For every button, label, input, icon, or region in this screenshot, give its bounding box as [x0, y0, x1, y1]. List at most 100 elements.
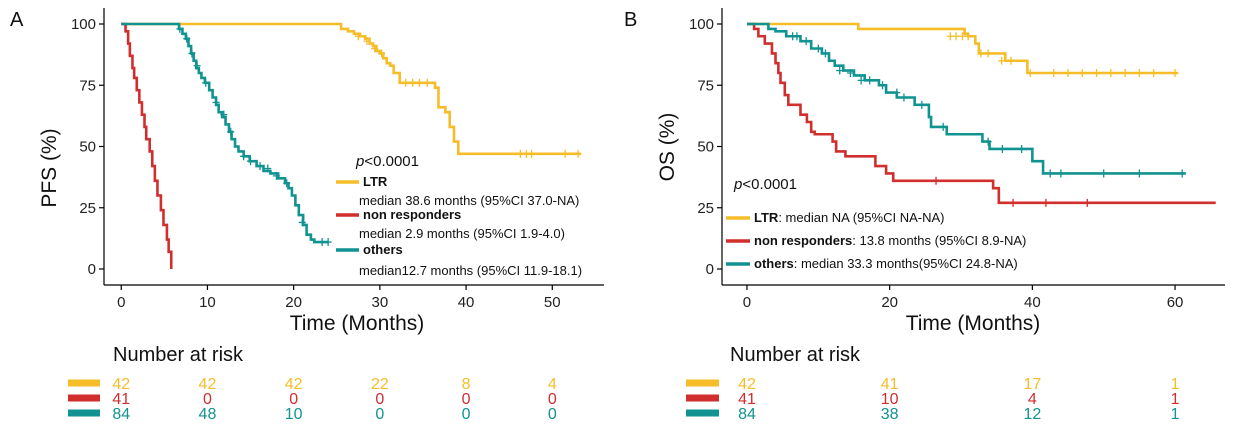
censor-mark-others	[984, 137, 992, 146]
legend-text-others: others: median 33.3 months(95%CI 24.8-NA…	[754, 256, 1018, 271]
censor-mark-non-responders	[1042, 198, 1050, 207]
y-tick-label: 25	[79, 200, 96, 217]
censor-mark-others	[1135, 169, 1143, 178]
x-tick-label: 30	[372, 294, 389, 311]
risk-count-others: 0	[375, 406, 384, 423]
risk-count-non-responders: 0	[462, 391, 471, 408]
legend-label-ltr: LTR	[363, 174, 388, 189]
censor-mark-others	[1018, 144, 1026, 153]
censor-mark-non-responders	[932, 176, 940, 185]
censor-mark-others	[247, 157, 255, 166]
x-axis-title: Time (Months)	[290, 312, 425, 335]
risk-count-non-responders: 0	[548, 391, 557, 408]
axis-ticks: 0 10 20 30 40 50 0 25 50 75 100	[71, 16, 561, 311]
x-tick-label: 20	[881, 294, 898, 311]
y-tick-label: 0	[706, 261, 714, 278]
x-tick-label: 0	[743, 294, 751, 311]
panel-b: B OS (%) Time (Months) 0 20 40 600255075100…	[624, 8, 1225, 423]
panel-a: A PFS (%) Time (Months) 0 10 20 30 40 5002550…	[10, 8, 604, 423]
censor-mark-ltr	[561, 149, 569, 158]
y-tick-label: 0	[88, 261, 96, 278]
censor-mark-others	[900, 93, 908, 102]
censor-mark-others	[188, 49, 196, 58]
censor-mark-ltr	[1078, 69, 1086, 77]
censor-mark-others	[836, 66, 844, 75]
censor-mark-ltr	[402, 78, 410, 87]
risk-count-non-responders: 41	[738, 391, 756, 408]
risk-count-others: 0	[462, 406, 471, 423]
censor-mark-ltr	[977, 49, 985, 58]
censor-mark-others	[1178, 169, 1186, 178]
survival-curve-others	[746, 22, 1186, 175]
censor-mark-others	[227, 127, 235, 136]
censor-mark-ltr	[516, 149, 524, 158]
y-tick-label: 25	[697, 200, 714, 217]
risk-count-ltr: 42	[285, 376, 303, 393]
censor-mark-others	[866, 76, 874, 85]
risk-count-others: 10	[285, 406, 303, 423]
y-tick-label: 100	[71, 16, 96, 33]
censor-mark-ltr	[1050, 69, 1058, 77]
p-symbol: p	[355, 153, 364, 170]
survival-curves	[746, 22, 1216, 207]
censor-mark-ltr	[416, 78, 424, 87]
legend-label-non-responders: non responders	[363, 207, 461, 222]
censor-mark-others	[1046, 169, 1054, 178]
censor-mark-ltr	[423, 78, 431, 87]
censor-mark-others	[802, 37, 810, 46]
censor-mark-others	[1057, 169, 1065, 178]
y-tick-label: 100	[689, 16, 714, 33]
censor-mark-ltr	[1107, 69, 1115, 77]
risk-count-ltr: 4	[548, 376, 557, 393]
x-tick-label: 10	[199, 294, 216, 311]
censor-mark-ltr	[1093, 69, 1101, 77]
censor-mark-others	[821, 49, 829, 58]
p-value-label: p<0.0001	[733, 176, 797, 193]
censor-mark-ltr	[1007, 56, 1015, 65]
x-tick-label: 0	[117, 294, 125, 311]
y-tick-label: 50	[79, 139, 96, 156]
survival-curve-ltr	[121, 22, 581, 156]
risk-count-non-responders: 41	[112, 391, 130, 408]
legend-text-ltr: LTR: median NA (95%CI NA-NA)	[754, 210, 944, 225]
risk-count-others: 84	[112, 406, 130, 423]
legend-entry-others: others: median 33.3 months(95%CI 24.8-NA…	[726, 256, 1018, 271]
censor-mark-ltr	[952, 32, 960, 41]
legend-entry-non-responders: non responders: 13.8 months (95%CI 8.9-N…	[726, 233, 1026, 248]
legend-label-ltr: LTR	[754, 210, 779, 225]
risk-count-ltr: 8	[462, 376, 471, 393]
x-tick-label: 40	[1024, 294, 1041, 311]
x-tick-label: 40	[458, 294, 475, 311]
x-axis-title: Time (Months)	[906, 312, 1041, 335]
risk-table: 42 41 17 141 10 4 184 38 12 1	[686, 376, 1180, 423]
censor-mark-others	[176, 24, 184, 33]
censor-mark-ltr	[574, 149, 582, 158]
risk-count-others: 38	[881, 406, 899, 423]
survival-curve-others	[121, 22, 329, 244]
censor-mark-others	[264, 164, 272, 173]
censor-mark-ltr	[1026, 69, 1034, 77]
censor-mark-others	[240, 152, 248, 161]
legend-detail-ltr: median 38.6 months (95%CI 37.0-NA)	[359, 193, 579, 208]
censor-mark-ltr	[354, 32, 362, 41]
y-tick-label: 50	[697, 139, 714, 156]
legend-label-others: others	[754, 256, 794, 271]
censor-mark-ltr	[528, 149, 536, 158]
censor-mark-ltr	[984, 49, 992, 58]
risk-count-ltr: 42	[738, 376, 756, 393]
censor-mark-others	[918, 100, 926, 109]
y-axis-title: PFS (%)	[38, 128, 61, 207]
risk-count-non-responders: 1	[1171, 391, 1180, 408]
censor-mark-ltr	[1121, 69, 1129, 77]
risk-count-non-responders: 10	[881, 391, 899, 408]
axis-ticks: 0 20 40 60 0 25 50 75 100	[689, 16, 1183, 311]
legend-label-others: others	[363, 242, 403, 257]
survival-curve-non-responders	[746, 22, 1216, 205]
censor-mark-ltr	[964, 32, 972, 41]
risk-count-others: 12	[1023, 406, 1041, 423]
risk-table: 42 42 42 22 8 441 0 0 0 0 084 48 10 0 0 0	[68, 376, 557, 423]
censor-mark-ltr	[1064, 69, 1072, 77]
censor-mark-others	[283, 179, 291, 188]
survival-curve-ltr	[746, 22, 1178, 75]
censor-mark-ltr	[1171, 69, 1179, 77]
